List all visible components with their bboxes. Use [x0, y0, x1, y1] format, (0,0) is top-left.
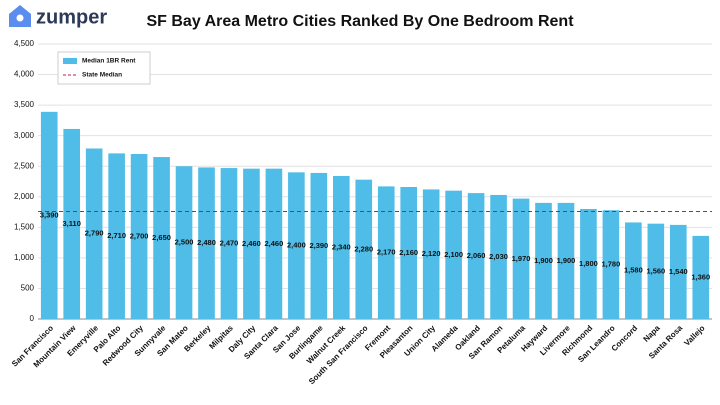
data-label: 2,030 [489, 252, 508, 261]
bar [243, 168, 260, 319]
bar [153, 157, 170, 319]
bar [692, 235, 710, 319]
data-label: 3,110 [63, 219, 81, 228]
bar [310, 172, 328, 319]
data-label: 2,470 [220, 239, 239, 248]
x-tick-label: Vallejo [682, 323, 706, 347]
bar [355, 179, 373, 319]
bar [422, 189, 440, 319]
bar [580, 209, 597, 319]
bar [130, 154, 148, 319]
bar [175, 166, 193, 319]
y-tick-label: 3,000 [14, 131, 35, 140]
bar [445, 190, 462, 319]
y-tick-label: 1,500 [14, 222, 35, 231]
legend-swatch [63, 58, 77, 64]
y-tick-label: 4,500 [14, 39, 35, 48]
data-label: 2,700 [130, 231, 149, 240]
bar [602, 210, 620, 319]
chart-title: SF Bay Area Metro Cities Ranked By One B… [146, 13, 574, 30]
data-label: 1,970 [512, 254, 531, 263]
data-label: 2,060 [467, 251, 486, 260]
data-label: 2,170 [377, 248, 396, 257]
y-tick-label: 3,500 [14, 100, 35, 109]
x-tick-label: Napa [642, 323, 663, 344]
data-label: 2,400 [287, 241, 306, 250]
bar [198, 167, 215, 319]
bar [669, 224, 687, 319]
bar [490, 194, 507, 319]
data-label: 2,500 [175, 238, 194, 247]
bar [625, 222, 642, 319]
bar [220, 168, 238, 319]
data-label: 2,100 [444, 250, 463, 259]
bar [557, 202, 575, 319]
data-label: 1,780 [602, 260, 621, 269]
legend-label: State Median [82, 72, 122, 79]
brand: zumper [36, 6, 107, 28]
y-tick-label: 1,000 [14, 253, 35, 262]
data-label: 1,900 [534, 256, 553, 265]
y-tick-label: 0 [30, 314, 35, 323]
y-tick-label: 500 [21, 284, 35, 293]
bar [467, 193, 485, 319]
data-label: 3,390 [40, 210, 59, 219]
bar [85, 148, 103, 319]
bar [332, 176, 350, 319]
data-label: 2,710 [107, 231, 126, 240]
bar [512, 198, 530, 319]
data-label: 2,790 [85, 229, 104, 238]
bar [265, 168, 283, 319]
bar [647, 223, 665, 319]
bar [288, 172, 305, 319]
data-label: 2,650 [152, 233, 171, 242]
data-label: 2,460 [265, 239, 284, 248]
y-tick-label: 2,500 [14, 161, 35, 170]
bar [40, 111, 58, 319]
data-label: 2,340 [332, 242, 351, 251]
data-label: 2,460 [242, 239, 261, 248]
logo: zumper [9, 5, 107, 28]
logo-icon-dot [16, 14, 24, 22]
data-label: 1,560 [646, 266, 665, 275]
data-label: 1,580 [624, 266, 643, 275]
bar [400, 187, 418, 319]
data-label: 2,480 [197, 238, 216, 247]
y-tick-label: 2,000 [14, 192, 35, 201]
bar [377, 186, 395, 319]
legend-label: Median 1BR Rent [82, 58, 136, 65]
bar [535, 202, 552, 319]
y-tick-label: 4,000 [14, 70, 35, 79]
data-label: 1,900 [557, 256, 576, 265]
bar [63, 128, 81, 319]
data-label: 2,280 [354, 244, 373, 253]
bar [108, 153, 125, 319]
legend-box [57, 51, 151, 85]
data-label: 2,390 [309, 241, 328, 250]
data-label: 2,120 [422, 249, 441, 258]
data-label: 1,540 [669, 267, 688, 276]
data-label: 1,360 [691, 272, 710, 281]
data-label: 1,800 [579, 259, 598, 268]
data-label: 2,160 [399, 248, 418, 257]
